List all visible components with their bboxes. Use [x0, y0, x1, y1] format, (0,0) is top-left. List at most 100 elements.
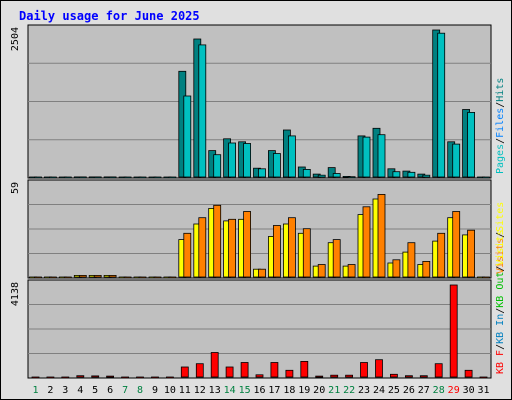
- kbytes-kb-f-bar-day-29: [449, 284, 458, 378]
- visits-sites-sites-bar-day-3: [63, 276, 72, 279]
- kbytes-kb-f-bar-day-16: [255, 374, 264, 378]
- day-label-11: 11: [179, 385, 191, 396]
- hits-files-pages-files-bar-day-29: [452, 143, 461, 178]
- day-label-5: 5: [92, 385, 98, 396]
- legend-hits-files-pages-part: /: [495, 138, 506, 144]
- hits-files-pages-files-bar-day-1: [34, 176, 42, 179]
- day-label-1: 1: [32, 385, 38, 396]
- visits-sites-sites-bar-day-15: [243, 211, 252, 278]
- visits-sites-sites-bar-day-23: [362, 206, 371, 278]
- legend-hits-files-pages-part: Files: [495, 108, 506, 138]
- visits-sites-sites-bar-day-7: [123, 276, 132, 279]
- visits-sites-panel: [27, 179, 492, 279]
- kbytes-legend: KB F/KB In/KB Out/Visits: [495, 229, 506, 374]
- kbytes-kb-f-bar-day-8: [136, 376, 144, 379]
- day-label-3: 3: [62, 385, 68, 396]
- legend-kbytes-part: KB In: [495, 314, 506, 344]
- hits-files-pages-files-bar-day-9: [153, 176, 162, 179]
- visits-sites-sites-bar-day-29: [452, 211, 461, 278]
- kbytes-kb-f-bar-day-3: [61, 376, 70, 379]
- day-label-9: 9: [152, 385, 158, 396]
- hits-files-pages-files-bar-day-28: [437, 32, 446, 178]
- hits-files-pages-files-bar-day-3: [63, 176, 72, 179]
- visits-sites-sites-bar-day-20: [317, 264, 326, 278]
- kbytes-kb-f-bar-day-9: [151, 376, 159, 379]
- day-label-27: 27: [418, 385, 430, 396]
- kbytes-kb-f-bar-day-10: [165, 376, 174, 379]
- kbytes-kb-f-bar-day-21: [330, 374, 339, 378]
- hits-files-pages-files-bar-day-4: [78, 176, 87, 179]
- hits-files-pages-files-bar-day-26: [407, 171, 416, 178]
- hits-files-pages-files-bar-day-30: [467, 112, 476, 178]
- visits-sites-sites-bar-day-13: [213, 204, 222, 278]
- hits-files-pages-files-bar-day-16: [258, 168, 266, 178]
- visits-sites-sites-bar-day-14: [228, 218, 237, 278]
- kbytes-kb-f-bar-day-31: [479, 376, 488, 379]
- day-label-23: 23: [358, 385, 370, 396]
- day-label-7: 7: [122, 385, 128, 396]
- day-label-29: 29: [448, 385, 460, 396]
- kbytes-max-label: 4138: [10, 282, 21, 306]
- legend-kbytes-part: /: [495, 344, 506, 350]
- day-label-16: 16: [253, 385, 265, 396]
- visits-sites-sites-bar-day-21: [332, 239, 341, 278]
- day-label-15: 15: [239, 385, 251, 396]
- kbytes-kb-f-bar-day-23: [360, 362, 368, 378]
- day-label-28: 28: [433, 385, 445, 396]
- day-label-8: 8: [137, 385, 143, 396]
- kbytes-kb-f-bar-day-26: [404, 375, 413, 378]
- hits-legend: Pages/Files/Hits: [495, 78, 506, 174]
- visits-sites-sites-bar-day-16: [258, 268, 266, 278]
- hits-files-pages-files-bar-day-7: [123, 176, 132, 179]
- visits-sites-sites-bar-day-26: [407, 242, 416, 278]
- kbytes-kb-f-bar-day-18: [285, 369, 294, 378]
- visits-sites-sites-bar-day-9: [153, 276, 162, 279]
- visits-sites-sites-bar-day-27: [422, 260, 431, 278]
- visits-sites-sites-bar-day-18: [287, 217, 296, 278]
- kbytes-kb-f-bar-day-6: [106, 375, 114, 378]
- legend-visits-sites-part: /: [495, 232, 506, 238]
- legend-hits-files-pages-part: /: [495, 102, 506, 108]
- hits-files-pages-files-bar-day-17: [272, 153, 281, 178]
- visits-sites-sites-bar-day-22: [347, 264, 356, 278]
- hits-files-pages-files-bar-day-27: [422, 174, 431, 178]
- hits-files-pages-files-bar-day-13: [213, 154, 222, 178]
- kbytes-kb-f-bar-day-15: [240, 362, 249, 378]
- kbytes-kb-f-bar-day-2: [46, 376, 55, 379]
- kbytes-kb-f-bar-day-7: [121, 376, 129, 379]
- legend-kbytes-part: KB F: [495, 350, 506, 374]
- day-label-24: 24: [373, 385, 385, 396]
- legend-kbytes-part: /: [495, 308, 506, 314]
- day-label-13: 13: [209, 385, 221, 396]
- day-label-6: 6: [107, 385, 113, 396]
- day-label-4: 4: [77, 385, 83, 396]
- visits-max-label: 59: [10, 182, 21, 194]
- kbytes-kb-f-bar-day-22: [345, 374, 354, 378]
- visits-sites-sites-bar-day-8: [138, 276, 147, 279]
- day-label-17: 17: [268, 385, 280, 396]
- hits-files-pages-files-bar-day-10: [168, 176, 177, 179]
- kbytes-panel: [27, 279, 492, 379]
- legend-kbytes-part: /: [495, 266, 506, 272]
- hits-files-pages-files-bar-day-20: [317, 174, 326, 178]
- day-label-18: 18: [283, 385, 295, 396]
- hits-files-pages-files-bar-day-11: [183, 95, 192, 178]
- hits-files-pages-hits-bar-day-21: [327, 167, 336, 178]
- visits-sites-sites-bar-day-12: [198, 217, 207, 278]
- visits-sites-sites-bar-day-31: [482, 276, 490, 279]
- chart-title: Daily usage for June 2025: [19, 9, 200, 23]
- day-label-20: 20: [313, 385, 325, 396]
- visits-sites-sites-bar-day-19: [302, 228, 311, 278]
- day-label-30: 30: [463, 385, 475, 396]
- visits-sites-sites-bar-day-25: [392, 259, 401, 278]
- hits-files-pages-files-bar-day-12: [198, 44, 207, 178]
- hits-files-pages-files-bar-day-19: [302, 168, 311, 178]
- day-label-10: 10: [164, 385, 176, 396]
- day-label-19: 19: [298, 385, 310, 396]
- kbytes-kb-f-bar-day-17: [270, 362, 279, 378]
- visits-sites-sites-bar-day-11: [183, 232, 192, 278]
- day-label-2: 2: [47, 385, 53, 396]
- kbytes-kb-f-bar-day-27: [419, 375, 428, 378]
